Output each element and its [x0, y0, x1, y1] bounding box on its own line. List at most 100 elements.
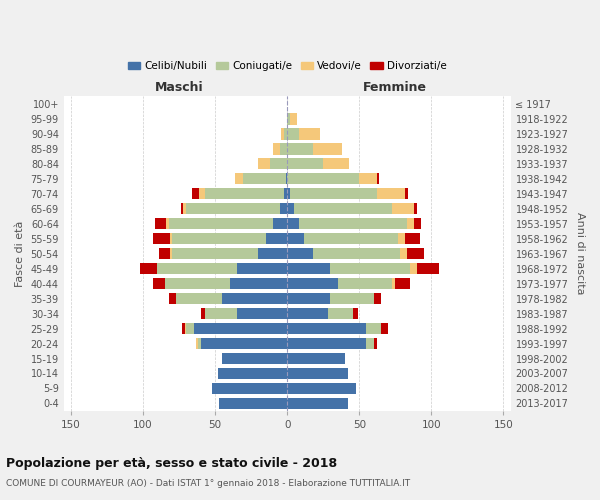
Bar	[184, 203, 187, 214]
Bar	[414, 218, 421, 230]
Bar	[273, 143, 280, 154]
Bar	[166, 218, 169, 230]
Bar	[169, 292, 176, 304]
Bar	[259, 248, 287, 260]
Bar	[172, 248, 259, 260]
Bar	[242, 173, 286, 184]
Bar	[287, 278, 338, 289]
Bar	[235, 173, 242, 184]
Bar	[196, 338, 198, 349]
Bar	[395, 278, 410, 289]
Bar	[199, 188, 205, 200]
Y-axis label: Anni di nascita: Anni di nascita	[575, 212, 585, 295]
Bar	[192, 188, 199, 200]
Text: Femmine: Femmine	[363, 81, 427, 94]
Bar	[185, 322, 187, 334]
Bar	[201, 308, 205, 320]
Bar	[286, 173, 287, 184]
Bar	[223, 352, 287, 364]
Bar	[287, 158, 323, 170]
Bar	[417, 262, 439, 274]
Bar	[287, 248, 313, 260]
Bar	[170, 248, 172, 260]
Bar	[392, 278, 395, 289]
Bar	[287, 352, 345, 364]
Bar	[270, 158, 287, 170]
Bar	[287, 173, 359, 184]
Bar	[230, 278, 287, 289]
Bar	[187, 203, 280, 214]
Bar	[287, 143, 313, 154]
Bar	[381, 322, 388, 334]
Bar	[287, 308, 328, 320]
Bar	[338, 278, 392, 289]
Bar	[237, 308, 287, 320]
Bar	[187, 322, 194, 334]
Bar	[377, 173, 379, 184]
Bar	[176, 292, 223, 304]
Bar	[328, 308, 353, 320]
Bar	[155, 218, 166, 230]
Bar	[323, 158, 349, 170]
Bar	[367, 322, 381, 334]
Bar	[377, 188, 406, 200]
Bar	[287, 338, 367, 349]
Bar	[287, 368, 348, 380]
Bar	[313, 143, 342, 154]
Bar	[353, 308, 358, 320]
Bar	[218, 368, 287, 380]
Bar	[287, 188, 290, 200]
Bar	[287, 382, 356, 394]
Bar	[287, 262, 331, 274]
Bar	[170, 232, 172, 244]
Bar	[287, 113, 290, 124]
Bar	[410, 262, 417, 274]
Bar	[392, 203, 414, 214]
Text: Popolazione per età, sesso e stato civile - 2018: Popolazione per età, sesso e stato civil…	[6, 458, 337, 470]
Bar	[304, 232, 398, 244]
Bar	[140, 262, 157, 274]
Bar	[367, 338, 374, 349]
Bar	[273, 218, 287, 230]
Bar	[287, 218, 299, 230]
Bar	[287, 128, 299, 140]
Bar	[280, 203, 287, 214]
Text: COMUNE DI COURMAYEUR (AO) - Dati ISTAT 1° gennaio 2018 - Elaborazione TUTTITALIA: COMUNE DI COURMAYEUR (AO) - Dati ISTAT 1…	[6, 479, 410, 488]
Bar	[172, 232, 266, 244]
Bar	[331, 292, 374, 304]
Bar	[287, 203, 295, 214]
Bar	[299, 218, 407, 230]
Bar	[164, 278, 230, 289]
Bar	[157, 262, 237, 274]
Bar	[159, 248, 170, 260]
Legend: Celibi/Nubili, Coniugati/e, Vedovi/e, Divorziati/e: Celibi/Nubili, Coniugati/e, Vedovi/e, Di…	[124, 58, 451, 76]
Bar	[284, 128, 287, 140]
Bar	[407, 248, 424, 260]
Bar	[331, 262, 410, 274]
Bar	[284, 188, 287, 200]
Bar	[290, 188, 377, 200]
Bar	[287, 232, 304, 244]
Bar	[212, 382, 287, 394]
Bar	[400, 248, 407, 260]
Bar	[220, 398, 287, 409]
Bar	[313, 248, 400, 260]
Bar	[266, 232, 287, 244]
Bar	[398, 232, 406, 244]
Bar	[287, 322, 367, 334]
Bar	[205, 308, 237, 320]
Bar	[153, 232, 170, 244]
Bar	[414, 203, 417, 214]
Text: Maschi: Maschi	[155, 81, 203, 94]
Y-axis label: Fasce di età: Fasce di età	[15, 220, 25, 287]
Bar	[259, 158, 270, 170]
Bar	[181, 203, 184, 214]
Bar	[287, 398, 348, 409]
Bar	[290, 113, 297, 124]
Bar	[287, 292, 331, 304]
Bar	[198, 338, 201, 349]
Bar	[295, 203, 392, 214]
Bar	[359, 173, 377, 184]
Bar	[374, 292, 381, 304]
Bar	[281, 128, 284, 140]
